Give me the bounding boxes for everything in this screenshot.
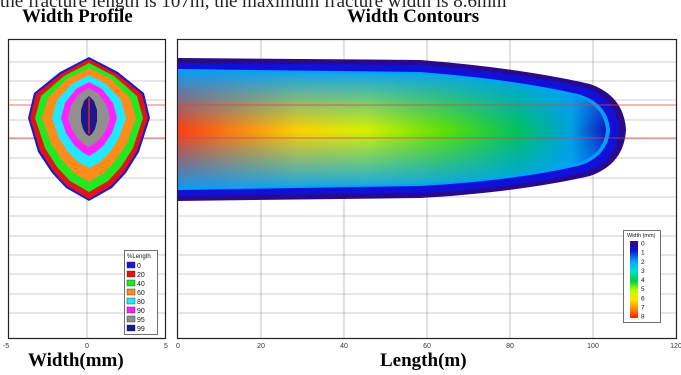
contour-x-tick-6: 120 bbox=[670, 343, 681, 350]
colorbar-tick-7: 7 bbox=[641, 304, 645, 311]
width-profile-contours bbox=[28, 57, 150, 201]
profile-legend-swatch-40 bbox=[126, 279, 136, 287]
contour-core-fill bbox=[178, 71, 606, 188]
width-profile-legend: %Length 0 20 40 60 80 90 95 99 bbox=[124, 250, 158, 335]
profile-legend-swatch-99 bbox=[126, 324, 136, 332]
width-contours-xlabel: Length(m) bbox=[380, 350, 467, 371]
contour-x-tick-2: 40 bbox=[340, 343, 348, 350]
colorbar-tick-8: 8 bbox=[641, 314, 645, 321]
profile-legend-swatch-20 bbox=[126, 270, 136, 278]
width-profile-xlabel: Width(mm) bbox=[28, 350, 124, 371]
colorbar-tick-2: 2 bbox=[641, 259, 645, 266]
colorbar-tick-3: 3 bbox=[641, 268, 645, 275]
contour-x-tick-1: 20 bbox=[257, 343, 265, 350]
profile-x-tick-0: -5 bbox=[3, 343, 9, 350]
profile-legend-swatch-90 bbox=[126, 306, 136, 314]
colorbar-tick-0: 0 bbox=[641, 241, 645, 248]
profile-legend-label-0: 0 bbox=[137, 263, 141, 270]
profile-legend-label-60: 60 bbox=[137, 290, 145, 297]
colorbar-tick-6: 6 bbox=[641, 295, 645, 302]
profile-legend-swatch-80 bbox=[126, 297, 136, 305]
profile-legend-label-90: 90 bbox=[137, 308, 145, 315]
caption-fragment: the fracture length is 107m, the maximum… bbox=[0, 0, 507, 12]
profile-legend-swatch-95 bbox=[126, 315, 136, 323]
width-profile-x-ticks: -5 0 5 bbox=[3, 343, 168, 350]
width-colorbar: Width (mm) 0 1 2 3 4 5 6 7 8 bbox=[623, 230, 661, 323]
width-contours-red-lines bbox=[178, 104, 676, 139]
profile-x-tick-2: 5 bbox=[164, 343, 168, 350]
contour-x-tick-3: 60 bbox=[423, 343, 431, 350]
contour-x-tick-4: 80 bbox=[506, 343, 514, 350]
colorbar-tick-4: 4 bbox=[641, 277, 645, 284]
contour-x-tick-0: 0 bbox=[176, 343, 180, 350]
profile-legend-label-99: 99 bbox=[137, 326, 145, 333]
width-contours-title: Width Contours bbox=[347, 6, 480, 27]
profile-legend-label-20: 20 bbox=[137, 272, 145, 279]
profile-legend-label-40: 40 bbox=[137, 281, 145, 288]
width-contours-x-ticks: 0 20 40 60 80 100 120 bbox=[176, 343, 681, 350]
contour-x-tick-5: 100 bbox=[587, 343, 599, 350]
colorbar-frame bbox=[623, 230, 661, 323]
profile-legend-label-95: 95 bbox=[137, 317, 145, 324]
profile-legend-swatch-0 bbox=[126, 261, 136, 269]
width-profile-title: Width Profile bbox=[22, 6, 133, 27]
colorbar-title: Width (mm) bbox=[627, 233, 656, 239]
profile-x-tick-1: 0 bbox=[85, 343, 89, 350]
profile-legend-swatch-60 bbox=[126, 288, 136, 296]
profile-legend-label-80: 80 bbox=[137, 299, 145, 306]
colorbar-tick-5: 5 bbox=[641, 286, 645, 293]
colorbar-tick-1: 1 bbox=[641, 250, 645, 257]
profile-legend-title: %Length bbox=[127, 254, 151, 260]
colorbar-gradient bbox=[630, 241, 638, 318]
width-contours-heatmap bbox=[178, 58, 626, 201]
